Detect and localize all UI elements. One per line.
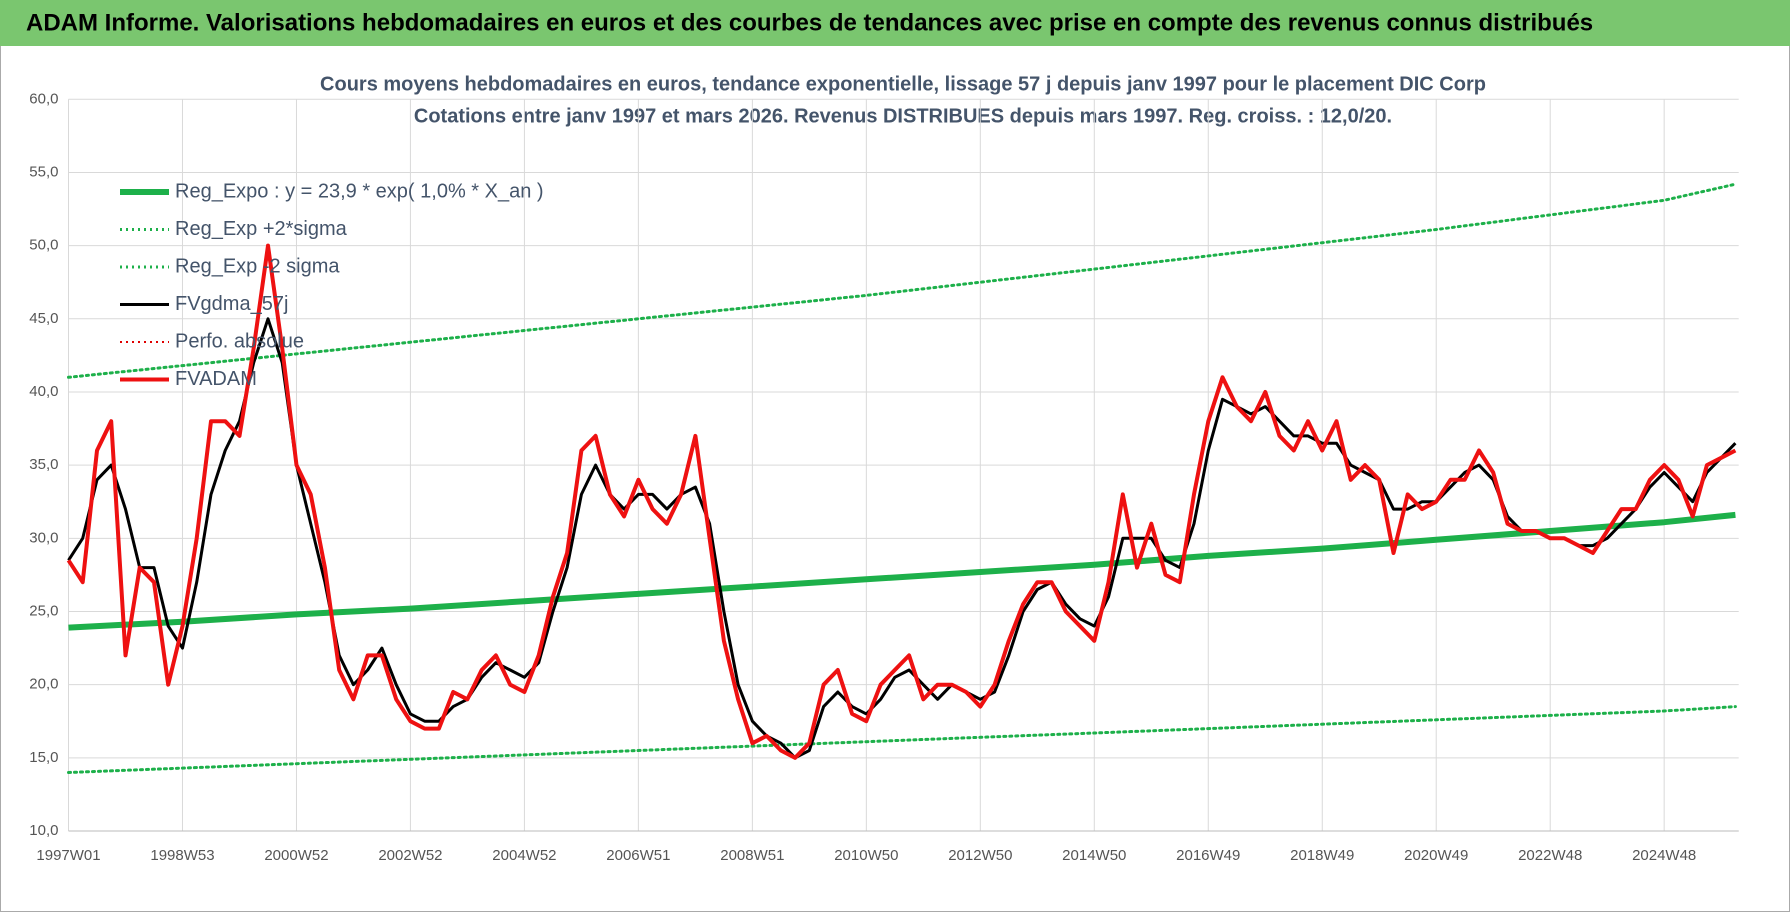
series-line <box>66 243 1737 760</box>
y-tick-label: 15,0 <box>29 749 58 766</box>
x-tick-label: 2012W50 <box>948 847 1012 864</box>
legend-label: Perfo. absolue <box>175 330 304 352</box>
legend-label: Reg_Expo : y = 23,9 * exp( 1,0% * X_an ) <box>175 180 544 202</box>
x-tick-label: 2002W52 <box>378 847 442 864</box>
x-tick-label: 2020W49 <box>1404 847 1468 864</box>
header-bar <box>0 0 1790 46</box>
x-tick-label: 2000W52 <box>264 847 328 864</box>
x-tick-label: 2022W48 <box>1518 847 1582 864</box>
x-tick-label: 1997W01 <box>36 847 100 864</box>
y-tick-label: 50,0 <box>29 237 58 254</box>
x-tick-label: 2018W49 <box>1290 847 1354 864</box>
x-tick-label: 2010W50 <box>834 847 898 864</box>
x-tick-label: 2008W51 <box>720 847 784 864</box>
x-tick-label: 2016W49 <box>1176 847 1240 864</box>
y-tick-label: 30,0 <box>29 529 58 546</box>
chart-subtitle: Cotations entre janv 1997 et mars 2026. … <box>414 105 1392 127</box>
legend-label: Reg_Exp -2 sigma <box>175 255 340 277</box>
x-tick-label: 2004W52 <box>492 847 556 864</box>
legend-label: FVADAM <box>175 368 257 390</box>
y-tick-label: 55,0 <box>29 163 58 180</box>
y-tick-label: 10,0 <box>29 822 58 839</box>
x-tick-label: 2006W51 <box>606 847 670 864</box>
x-tick-label: 1998W53 <box>150 847 214 864</box>
y-tick-label: 40,0 <box>29 383 58 400</box>
y-tick-label: 35,0 <box>29 456 58 473</box>
y-tick-label: 45,0 <box>29 310 58 327</box>
y-tick-label: 20,0 <box>29 676 58 693</box>
chart-title: Cours moyens hebdomadaires en euros, ten… <box>320 73 1486 95</box>
series-line <box>67 182 1737 379</box>
x-tick-label: 2014W50 <box>1062 847 1126 864</box>
legend-label: FVgdma_57j <box>175 293 288 315</box>
series-line <box>67 705 1737 774</box>
y-tick-label: 60,0 <box>29 90 58 107</box>
legend-label: Reg_Exp +2*sigma <box>175 218 348 240</box>
series-line <box>68 511 1736 631</box>
y-tick-label: 25,0 <box>29 602 58 619</box>
page-title: ADAM Informe. Valorisations hebdomadaire… <box>26 9 1593 36</box>
x-tick-label: 2024W48 <box>1632 847 1696 864</box>
